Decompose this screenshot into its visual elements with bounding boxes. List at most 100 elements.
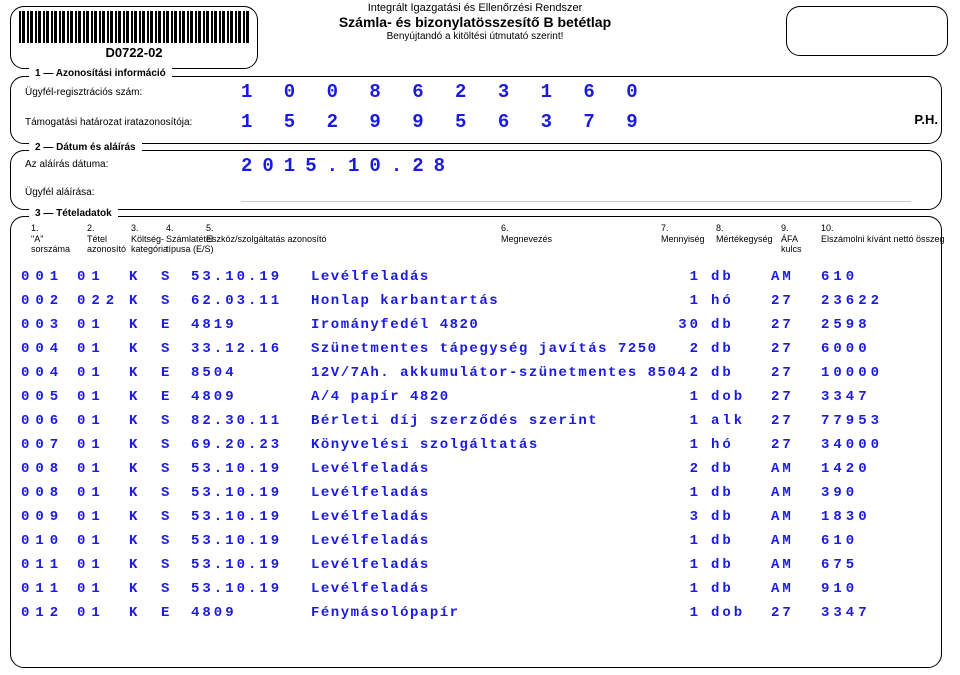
cell-osszeg: 2598 xyxy=(821,317,931,333)
cell-tetel: 01 xyxy=(77,317,122,333)
col-label: Eszköz/szolgáltatás azonosító xyxy=(206,234,327,244)
cell-eszkoz: 4809 xyxy=(191,605,306,621)
cell-afa: 27 xyxy=(771,605,811,621)
table-row: 00401KS33.12.16Szünetmentes tápegység ja… xyxy=(21,341,931,365)
cell-tetel: 01 xyxy=(77,437,122,453)
client-reg-value: 1 0 0 8 6 2 3 1 6 0 xyxy=(241,81,648,103)
cell-kategoria: K xyxy=(129,461,149,477)
cell-megnevezes: Könyvelési szolgáltatás xyxy=(311,437,651,453)
cell-mertekegyseg: alk xyxy=(711,413,761,429)
cell-afa: AM xyxy=(771,533,811,549)
cell-mennyiseg: 3 xyxy=(661,509,701,525)
table-row: 01001KS53.10.19Levélfeladás1dbAM610 xyxy=(21,533,931,557)
cell-tipus: E xyxy=(161,389,181,405)
cell-mennyiseg: 1 xyxy=(661,293,701,309)
cell-tipus: S xyxy=(161,485,181,501)
cell-afa: 27 xyxy=(771,293,811,309)
cell-megnevezes: Levélfeladás xyxy=(311,461,651,477)
cell-tipus: S xyxy=(161,557,181,573)
cell-mertekegyseg: hó xyxy=(711,437,761,453)
cell-kategoria: K xyxy=(129,485,149,501)
cell-mertekegyseg: db xyxy=(711,341,761,357)
cell-eszkoz: 69.20.23 xyxy=(191,437,306,453)
cell-tetel: 01 xyxy=(77,365,122,381)
cell-osszeg: 910 xyxy=(821,581,931,597)
stamp-box xyxy=(786,6,948,56)
col-number: 6. xyxy=(501,223,509,233)
cell-megnevezes: A/4 papír 4820 xyxy=(311,389,651,405)
cell-tipus: S xyxy=(161,509,181,525)
cell-mennyiseg: 1 xyxy=(661,437,701,453)
barcode-box: D0722-02 xyxy=(10,6,258,69)
section-identification: 1 — Azonosítási információ Ügyfél-regisz… xyxy=(10,76,942,144)
cell-mennyiseg: 2 xyxy=(661,461,701,477)
cell-tetel: 01 xyxy=(77,461,122,477)
table-row: 01101KS53.10.19Levélfeladás1dbAM675 xyxy=(21,557,931,581)
cell-eszkoz: 4819 xyxy=(191,317,306,333)
cell-afa: AM xyxy=(771,509,811,525)
cell-kategoria: K xyxy=(129,365,149,381)
cell-eszkoz: 53.10.19 xyxy=(191,557,306,573)
sign-date-value: 2015.10.28 xyxy=(241,155,455,177)
cell-mennyiseg: 1 xyxy=(661,269,701,285)
section-items: 3 — Tételadatok 1."A" sorszáma2.Tétel az… xyxy=(10,216,942,668)
cell-osszeg: 610 xyxy=(821,533,931,549)
cell-tipus: S xyxy=(161,461,181,477)
cell-megnevezes: Levélfeladás xyxy=(311,509,651,525)
cell-osszeg: 10000 xyxy=(821,365,931,381)
col-label: Megnevezés xyxy=(501,234,552,244)
cell-sorszam: 005 xyxy=(21,389,71,405)
cell-mennyiseg: 1 xyxy=(661,581,701,597)
cell-kategoria: K xyxy=(129,269,149,285)
col-number: 9. xyxy=(781,223,789,233)
table-row: 00401KE850412V/7Ah. akkumulátor-szünetme… xyxy=(21,365,931,389)
cell-mertekegyseg: db xyxy=(711,533,761,549)
cell-tipus: E xyxy=(161,605,181,621)
col-number: 2. xyxy=(87,223,95,233)
cell-mertekegyseg: hó xyxy=(711,293,761,309)
cell-megnevezes: Levélfeladás xyxy=(311,485,651,501)
col-label: Mértékegység xyxy=(716,234,773,244)
cell-osszeg: 6000 xyxy=(821,341,931,357)
col-label: Mennyiség xyxy=(661,234,705,244)
cell-afa: AM xyxy=(771,581,811,597)
cell-kategoria: K xyxy=(129,581,149,597)
cell-osszeg: 390 xyxy=(821,485,931,501)
cell-eszkoz: 53.10.19 xyxy=(191,509,306,525)
title-line2: Számla- és bizonylatösszesítő B betétlap xyxy=(250,14,700,30)
cell-osszeg: 675 xyxy=(821,557,931,573)
cell-osszeg: 3347 xyxy=(821,605,931,621)
cell-tipus: S xyxy=(161,533,181,549)
section2-legend: 2 — Dátum és aláírás xyxy=(29,142,142,153)
title-line1: Integrált Igazgatási és Ellenőrzési Rend… xyxy=(250,2,700,14)
cell-mennyiseg: 30 xyxy=(661,317,701,333)
cell-sorszam: 006 xyxy=(21,413,71,429)
table-row: 00101KS53.10.19Levélfeladás1dbAM610 xyxy=(21,269,931,293)
cell-tipus: S xyxy=(161,269,181,285)
cell-mertekegyseg: dob xyxy=(711,389,761,405)
cell-kategoria: K xyxy=(129,557,149,573)
col-number: 1. xyxy=(31,223,39,233)
cell-megnevezes: Fénymásolópapír xyxy=(311,605,651,621)
client-reg-label: Ügyfél-regisztrációs szám: xyxy=(25,87,142,98)
table-row: 00501KE4809A/4 papír 48201dob273347 xyxy=(21,389,931,413)
cell-eszkoz: 33.12.16 xyxy=(191,341,306,357)
cell-afa: 27 xyxy=(771,317,811,333)
table-row: 00601KS82.30.11Bérleti díj szerződés sze… xyxy=(21,413,931,437)
form-code: D0722-02 xyxy=(19,45,249,60)
col-number: 3. xyxy=(131,223,139,233)
cell-osszeg: 3347 xyxy=(821,389,931,405)
cell-tetel: 01 xyxy=(77,557,122,573)
section3-legend: 3 — Tételadatok xyxy=(29,208,118,219)
cell-mertekegyseg: db xyxy=(711,509,761,525)
col-number: 10. xyxy=(821,223,834,233)
col-label: ÁFA kulcs xyxy=(781,234,802,254)
table-row: 00301KE4819Irományfedél 482030db272598 xyxy=(21,317,931,341)
cell-tipus: S xyxy=(161,413,181,429)
cell-eszkoz: 53.10.19 xyxy=(191,485,306,501)
cell-tipus: S xyxy=(161,341,181,357)
barcode-strip xyxy=(19,11,249,43)
doc-id-label: Támogatási határozat iratazonosítója: xyxy=(25,117,192,128)
cell-tetel: 01 xyxy=(77,485,122,501)
cell-tetel: 01 xyxy=(77,605,122,621)
